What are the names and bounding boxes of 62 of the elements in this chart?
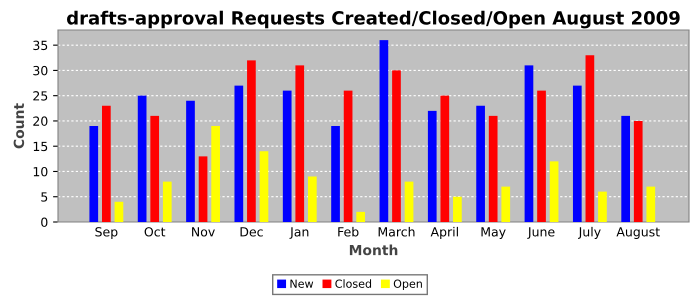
chart-title: drafts-approval Requests Created/Closed/Open August 2009 bbox=[67, 10, 680, 28]
x-axis-title: Month bbox=[350, 244, 398, 256]
legend-label: Closed bbox=[335, 279, 372, 288]
y-tick-label: 20 bbox=[33, 116, 48, 126]
bar bbox=[198, 156, 208, 222]
bar bbox=[308, 176, 317, 222]
bar bbox=[344, 90, 352, 222]
x-tick-label: Feb bbox=[338, 226, 358, 237]
bar bbox=[162, 182, 172, 222]
x-tick-label: July bbox=[578, 226, 601, 239]
x-tick-label: Sep bbox=[95, 227, 118, 239]
bar bbox=[380, 40, 388, 222]
bar bbox=[211, 126, 220, 222]
bar bbox=[138, 96, 146, 222]
legend-label: Open bbox=[394, 279, 422, 290]
bar bbox=[428, 110, 437, 222]
x-tick-label: Dec bbox=[240, 227, 263, 237]
y-axis-title: Count bbox=[14, 103, 24, 148]
bar bbox=[537, 90, 546, 222]
bar bbox=[114, 202, 124, 222]
bar bbox=[234, 86, 244, 222]
bar bbox=[550, 161, 558, 222]
bar bbox=[501, 186, 510, 222]
bar bbox=[453, 196, 462, 222]
y-tick-label: 25 bbox=[33, 91, 48, 101]
bar bbox=[621, 116, 630, 222]
bar bbox=[186, 100, 195, 222]
bar bbox=[260, 151, 268, 222]
bar bbox=[524, 65, 534, 222]
x-tick-label: Oct bbox=[144, 227, 166, 237]
bar bbox=[440, 96, 450, 222]
y-tick-label: 15 bbox=[34, 142, 48, 152]
bar bbox=[392, 70, 401, 222]
bar bbox=[247, 60, 256, 222]
bar bbox=[488, 116, 498, 222]
y-tick-label: 10 bbox=[34, 166, 48, 176]
x-tick-label: Nov bbox=[192, 227, 215, 237]
x-tick-label: June bbox=[527, 227, 554, 239]
bar bbox=[89, 126, 98, 222]
bar bbox=[150, 116, 160, 222]
bar bbox=[295, 65, 304, 222]
x-tick-label: Jan bbox=[289, 227, 308, 239]
bar bbox=[331, 126, 340, 222]
y-tick-label: 35 bbox=[33, 40, 48, 50]
x-tick-label: August bbox=[616, 227, 660, 239]
bar bbox=[646, 186, 656, 222]
bar bbox=[282, 90, 292, 222]
bar bbox=[572, 86, 582, 222]
x-tick-label: April bbox=[430, 226, 458, 239]
y-tick-label: 0 bbox=[41, 217, 48, 227]
bar bbox=[634, 120, 643, 222]
bar bbox=[586, 55, 594, 222]
bar bbox=[404, 182, 414, 222]
legend-label: New bbox=[290, 280, 314, 288]
x-tick-label: March bbox=[378, 226, 414, 237]
bar bbox=[476, 106, 485, 222]
bar bbox=[102, 106, 111, 222]
bar bbox=[356, 212, 366, 222]
x-tick-label: May bbox=[481, 227, 506, 239]
bar bbox=[598, 192, 607, 222]
y-tick-label: 30 bbox=[33, 66, 48, 76]
y-tick-label: 5 bbox=[41, 192, 48, 202]
